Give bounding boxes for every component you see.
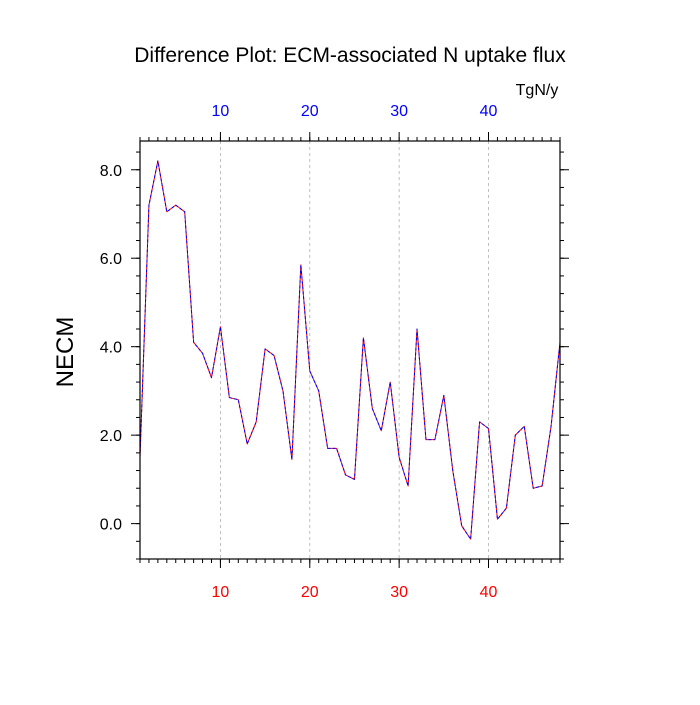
series-line-2	[139, 160, 561, 540]
grid-lines	[220, 141, 489, 559]
x-tick-label-bottom: 40	[480, 584, 498, 601]
x-tick-label-top: 40	[480, 103, 498, 120]
x-tick-label-bottom: 20	[301, 584, 319, 601]
series-lines	[139, 160, 561, 540]
y-tick-label: 0.0	[100, 517, 122, 534]
x-tick-label-top: 20	[301, 103, 319, 120]
chart-title: Difference Plot: ECM-associated N uptake…	[134, 44, 566, 67]
series-line-1	[139, 160, 561, 540]
units-label: TgN/y	[516, 82, 559, 99]
x-tick-label-top: 30	[390, 103, 408, 120]
y-axis-label: NECM	[52, 317, 79, 388]
x-tick-label-top: 10	[212, 103, 230, 120]
y-tick-label: 4.0	[100, 340, 122, 357]
x-tick-label-bottom: 30	[390, 584, 408, 601]
x-tick-label-bottom: 10	[212, 584, 230, 601]
axis-ticks	[131, 132, 569, 568]
y-tick-label: 8.0	[100, 163, 122, 180]
plot-frame	[139, 140, 561, 560]
tick-labels: 10 10 20 20 30 30 40 40 0.0 2.0 4.0 6.0 8.0	[100, 103, 498, 601]
y-tick-label: 6.0	[100, 251, 122, 268]
y-tick-label: 2.0	[100, 428, 122, 445]
